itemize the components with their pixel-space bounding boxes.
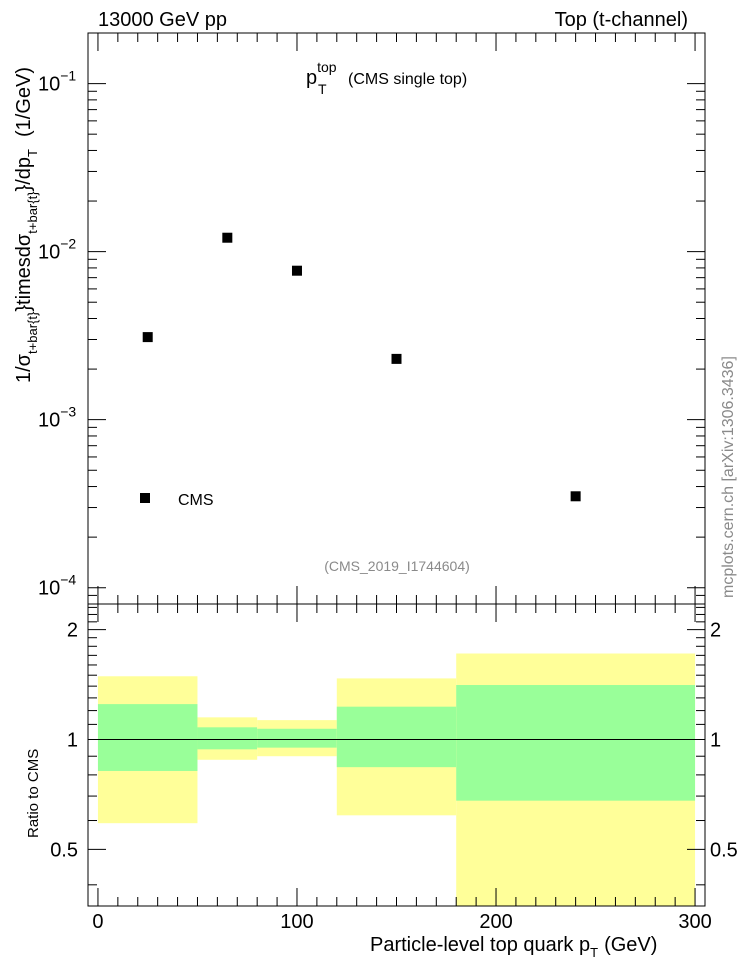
source-label: mcplots.cern.ch [arXiv:1306.3436]: [720, 356, 737, 598]
title-subscript: T: [318, 81, 327, 97]
data-point: [222, 232, 233, 243]
green-band: [336, 706, 457, 768]
ratio-y-tick-label-left: 2: [67, 620, 78, 642]
legend-marker-cms: [140, 493, 150, 503]
y-tick-label: 10−3: [38, 404, 76, 432]
ratio-y-axis-label: Ratio to CMS: [25, 749, 42, 838]
legend-label-cms: CMS: [178, 492, 214, 509]
main-plot-frame: [87, 32, 706, 605]
x-axis-label: Particle-level top quark pT (GeV): [370, 934, 657, 960]
title-rest: (CMS single top): [348, 71, 467, 88]
y-tick-label: 10−2: [38, 236, 76, 264]
data-point: [142, 332, 153, 343]
main-panel: 10−1 10−2 10−3 10−4: [38, 32, 706, 605]
x-tick-label: 200: [479, 911, 512, 933]
main-chart-title: ptop T (CMS single top): [306, 59, 467, 97]
ratio-y-tick-label-left: 1: [67, 730, 78, 752]
main-data-marks: [142, 232, 581, 502]
green-band: [197, 727, 258, 750]
analysis-label: (CMS_2019_I1744604): [324, 558, 470, 574]
ratio-axis-ticks: 0.5 0.5 1 1 2 2 0 100 200 300: [50, 604, 738, 933]
title-superscript: top: [317, 59, 337, 75]
ratio-y-tick-label-right: 2: [710, 620, 721, 642]
y-tick-label: 10−4: [38, 572, 76, 600]
ratio-y-tick-label-left: 0.5: [50, 839, 78, 861]
green-band: [456, 685, 696, 801]
header-left-label: 13000 GeV pp: [98, 9, 227, 31]
data-point: [570, 491, 581, 502]
title-main: p: [306, 67, 317, 89]
ratio-panel: 0.5 0.5 1 1 2 2 0 100 200 300: [50, 603, 738, 933]
header-right-label: Top (t-channel): [555, 9, 688, 31]
main-y-axis-label: 1/σt+bar{t}}timesdσt+bar{t}}/dpT(1/GeV): [13, 67, 40, 383]
ratio-y-tick-label-right: 0.5: [710, 839, 738, 861]
ratio-plot-frame: [87, 603, 706, 907]
green-band: [97, 704, 198, 771]
green-band: [257, 728, 337, 748]
y-tick-label: 10−1: [38, 68, 76, 96]
ratio-y-tick-label-right: 1: [710, 730, 721, 752]
x-tick-label: 300: [678, 911, 711, 933]
x-tick-label: 100: [280, 911, 313, 933]
ratio-bands: [97, 653, 696, 906]
data-point: [291, 265, 302, 276]
data-point: [391, 353, 402, 364]
main-axis-ticks: 10−1 10−2 10−3 10−4: [38, 32, 705, 605]
x-tick-label: 0: [92, 911, 103, 933]
